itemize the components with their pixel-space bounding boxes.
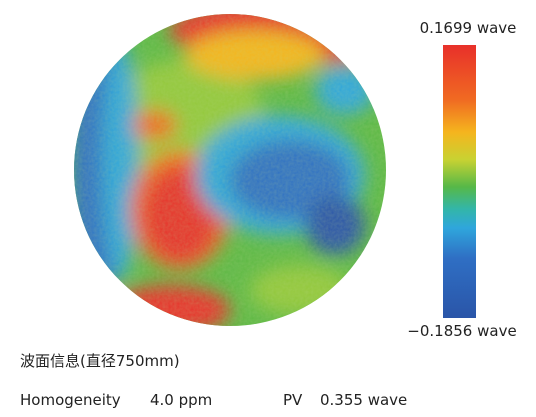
colorbar-min-label: −0.1856 wave: [407, 322, 516, 340]
pv-label: PV: [283, 391, 303, 409]
pv-value: 0.355 wave: [320, 391, 407, 409]
homogeneity-value: 4.0 ppm: [150, 391, 212, 409]
wavefront-map: [74, 14, 386, 326]
homogeneity-label: Homogeneity: [20, 391, 121, 409]
colorbar-max-label: 0.1699 wave: [420, 19, 517, 37]
caption: 波面信息(直径750mm): [20, 352, 180, 370]
colorbar: [443, 45, 476, 318]
